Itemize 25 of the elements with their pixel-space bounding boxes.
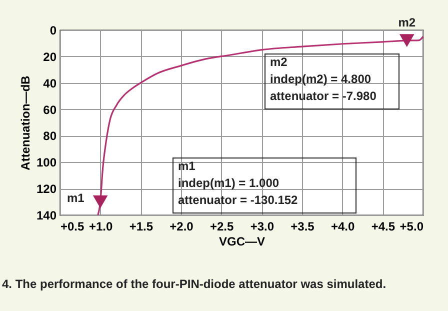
series-label: m2 — [398, 16, 416, 30]
y-tick-label: 140 — [36, 208, 57, 222]
y-tick-label: 80 — [43, 129, 57, 144]
x-tick-label: +3.5 — [290, 220, 315, 234]
x-axis-title: VGC—V — [218, 234, 266, 248]
y-tick-label: 120 — [36, 182, 57, 196]
x-tick-label: +2.0 — [170, 220, 194, 234]
x-tick-label: +0.5 — [60, 220, 85, 234]
y-tick-label: 100 — [36, 156, 57, 170]
x-tick-label: +5.0 — [400, 220, 424, 234]
text: 4. The performance of the four-PIN-diode attenuator was simulated. — [2, 277, 386, 291]
y-axis-title: Attenuation—dB — [18, 75, 32, 170]
y-tick-label: 40 — [43, 76, 57, 90]
x-tick-label: +1.5 — [129, 220, 154, 234]
series-label: m1 — [66, 190, 85, 205]
y-tick-label: 0 — [50, 24, 57, 38]
x-tick-label: +2.5 — [210, 220, 234, 234]
x-tick-label: +4.0 — [330, 220, 355, 234]
x-tick-label: +3.0 — [250, 220, 274, 234]
annotation: m2 indep(m2) = 4.800 attenuator = -7.980 — [270, 55, 377, 103]
x-tick-label: +4.5 — [371, 220, 396, 234]
annotation: m1 indep(m1) = 1.000 attenuator = -130.152 — [178, 159, 298, 207]
x-tick-label: +1.0 — [88, 220, 113, 234]
y-tick-label: 60 — [43, 102, 57, 117]
y-tick-label: 20 — [43, 50, 57, 64]
